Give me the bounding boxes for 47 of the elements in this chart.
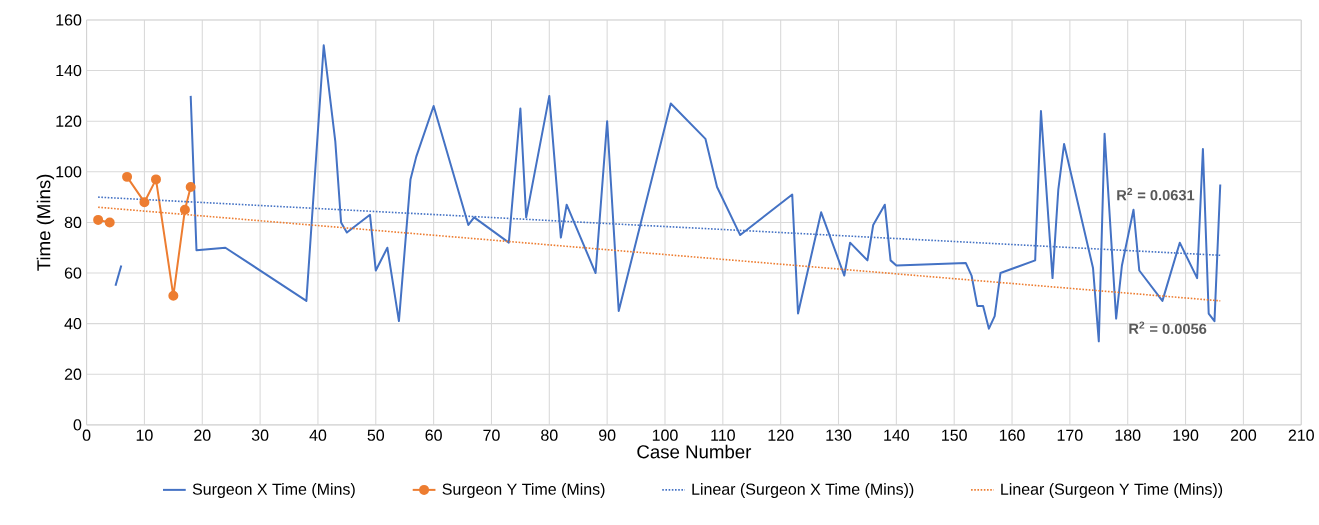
- x-axis-title: Case Number: [637, 444, 752, 459]
- annotation: R$^{2}$ = 0.0056: [1129, 321, 1207, 335]
- x-tick-label: 0: [82, 429, 91, 441]
- annotation: R$^{2}$ = 0.0631: [1117, 187, 1195, 201]
- y-tick-label: 80: [64, 216, 82, 229]
- x-tick-label: 70: [483, 429, 500, 441]
- x-tick-label: 140: [884, 429, 910, 441]
- x-tick-label: 90: [599, 429, 616, 441]
- point: [185, 182, 196, 193]
- y-tick-label: 160: [56, 14, 82, 26]
- point: [179, 204, 190, 215]
- x-tick-label: 100: [652, 429, 678, 441]
- y-tick-label: 0: [73, 419, 82, 431]
- x-tick-label: 80: [541, 429, 558, 441]
- point: [150, 174, 161, 185]
- y-axis-title: Time (Mins): [36, 174, 55, 271]
- point: [122, 172, 133, 182]
- x-tick-label: 110: [711, 429, 735, 441]
- legend-label: Surgeon Y Time (Mins): [442, 483, 605, 499]
- x-tick-label: 50: [367, 429, 385, 441]
- x-tick-label: 30: [251, 429, 269, 441]
- point: [93, 215, 104, 226]
- x-tick-label: 40: [309, 429, 327, 441]
- y-tick-label: 120: [56, 115, 82, 127]
- y-tick-label: 140: [56, 65, 82, 77]
- x-tick-label: 210: [1288, 429, 1314, 441]
- y-tick-label: 60: [64, 267, 82, 279]
- point: [168, 290, 179, 301]
- point: [104, 217, 115, 228]
- y-tick-label: 40: [64, 318, 82, 330]
- y-tick-label: 20: [64, 368, 82, 381]
- legend-label: Linear (Surgeon X Time (Mins)): [692, 483, 914, 499]
- x-tick-label: 150: [942, 429, 967, 441]
- x-tick-label: 180: [1115, 429, 1141, 441]
- legend-label: Linear (Surgeon Y Time (Mins)): [1001, 483, 1223, 499]
- y-tick-label: 100: [56, 166, 82, 178]
- x-tick-label: 20: [194, 429, 211, 441]
- x-tick-label: 160: [999, 429, 1025, 441]
- x-tick-label: 60: [425, 429, 442, 441]
- point: [139, 197, 150, 208]
- legend-label: Surgeon X Time (Mins): [192, 483, 355, 499]
- x-tick-label: 190: [1173, 429, 1199, 441]
- x-tick-label: 170: [1057, 429, 1083, 441]
- x-tick-label: 130: [826, 429, 852, 441]
- x-tick-label: 120: [768, 429, 794, 441]
- x-tick-label: 200: [1230, 429, 1257, 441]
- x-tick-label: 10: [136, 429, 153, 441]
